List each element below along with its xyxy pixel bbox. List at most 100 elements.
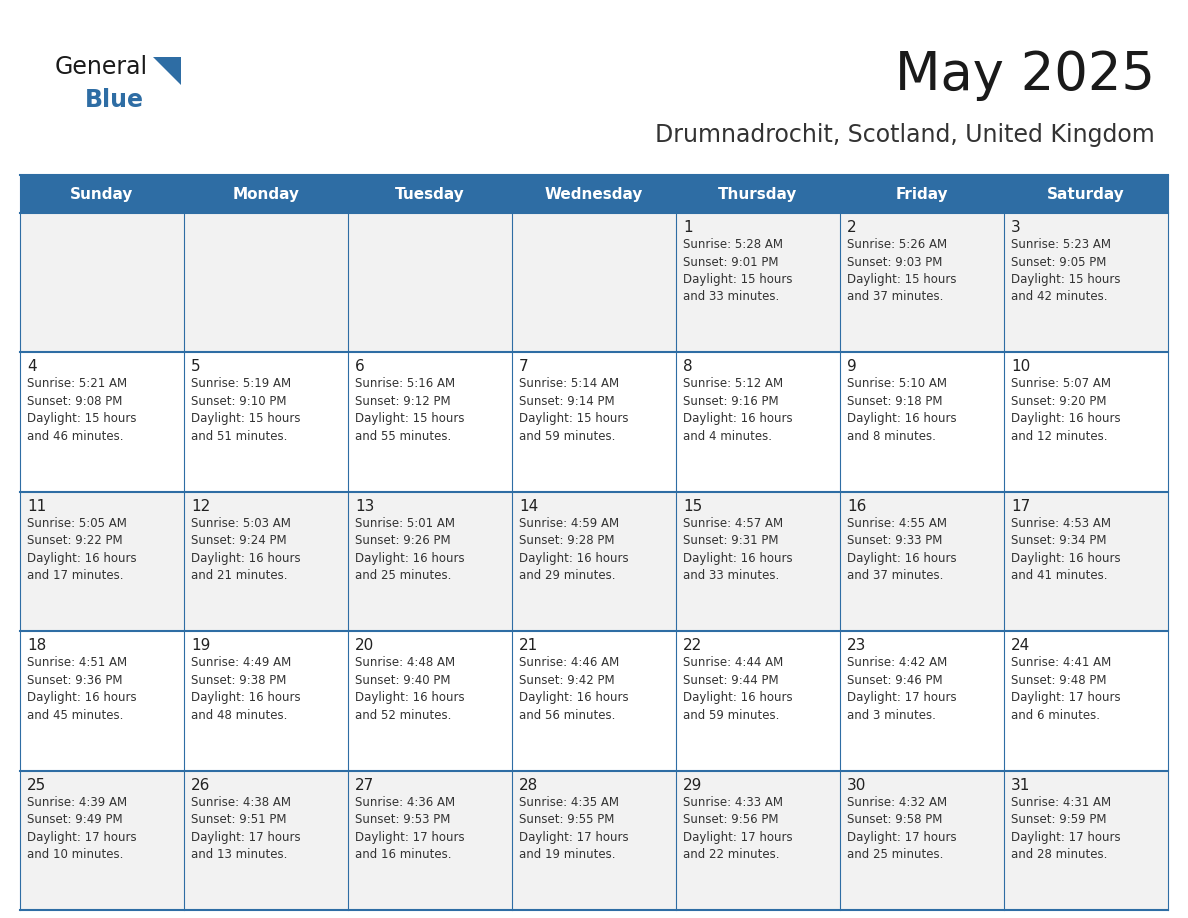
Text: Sunrise: 4:44 AM: Sunrise: 4:44 AM [683,656,783,669]
Polygon shape [153,57,181,85]
Text: 8: 8 [683,360,693,375]
Text: 6: 6 [355,360,365,375]
Text: Sunset: 9:24 PM: Sunset: 9:24 PM [191,534,286,547]
Text: Sunset: 9:28 PM: Sunset: 9:28 PM [519,534,614,547]
Text: General: General [55,55,148,79]
Text: Sunday: Sunday [70,186,134,201]
Text: 15: 15 [683,498,702,514]
Text: 11: 11 [27,498,46,514]
Text: Daylight: 16 hours: Daylight: 16 hours [355,691,465,704]
Text: Sunset: 9:18 PM: Sunset: 9:18 PM [847,395,942,408]
Text: Sunrise: 5:21 AM: Sunrise: 5:21 AM [27,377,127,390]
Text: and 25 minutes.: and 25 minutes. [847,848,943,861]
Text: Daylight: 16 hours: Daylight: 16 hours [847,412,956,425]
Text: Sunset: 9:03 PM: Sunset: 9:03 PM [847,255,942,268]
Text: Daylight: 15 hours: Daylight: 15 hours [27,412,137,425]
Text: Sunrise: 4:57 AM: Sunrise: 4:57 AM [683,517,783,530]
Text: Daylight: 16 hours: Daylight: 16 hours [27,691,137,704]
Text: Sunset: 9:42 PM: Sunset: 9:42 PM [519,674,614,687]
Text: Daylight: 17 hours: Daylight: 17 hours [191,831,301,844]
Text: Sunrise: 5:16 AM: Sunrise: 5:16 AM [355,377,455,390]
Text: and 41 minutes.: and 41 minutes. [1011,569,1107,582]
Text: 29: 29 [683,778,702,792]
Bar [20,175,1168,213]
Text: and 33 minutes.: and 33 minutes. [683,569,779,582]
Text: and 33 minutes.: and 33 minutes. [683,290,779,304]
Text: and 45 minutes.: and 45 minutes. [27,709,124,722]
Text: Daylight: 16 hours: Daylight: 16 hours [847,552,956,565]
Text: Sunset: 9:58 PM: Sunset: 9:58 PM [847,813,942,826]
Text: Sunset: 9:33 PM: Sunset: 9:33 PM [847,534,942,547]
Text: Daylight: 15 hours: Daylight: 15 hours [355,412,465,425]
Text: Sunset: 9:08 PM: Sunset: 9:08 PM [27,395,122,408]
Text: 12: 12 [191,498,210,514]
Text: 24: 24 [1011,638,1030,654]
Text: and 28 minutes.: and 28 minutes. [1011,848,1107,861]
Text: and 8 minutes.: and 8 minutes. [847,430,936,442]
Text: Sunrise: 4:46 AM: Sunrise: 4:46 AM [519,656,619,669]
Text: and 37 minutes.: and 37 minutes. [847,290,943,304]
Text: Sunrise: 4:49 AM: Sunrise: 4:49 AM [191,656,291,669]
Text: 9: 9 [847,360,857,375]
Text: Sunset: 9:56 PM: Sunset: 9:56 PM [683,813,778,826]
Text: and 59 minutes.: and 59 minutes. [519,430,615,442]
Text: Sunset: 9:31 PM: Sunset: 9:31 PM [683,534,778,547]
Text: 21: 21 [519,638,538,654]
Text: Sunset: 9:51 PM: Sunset: 9:51 PM [191,813,286,826]
Text: and 51 minutes.: and 51 minutes. [191,430,287,442]
Text: Daylight: 16 hours: Daylight: 16 hours [191,691,301,704]
Text: and 10 minutes.: and 10 minutes. [27,848,124,861]
Text: Sunset: 9:49 PM: Sunset: 9:49 PM [27,813,122,826]
Bar [20,492,1168,632]
Text: 28: 28 [519,778,538,792]
Text: and 48 minutes.: and 48 minutes. [191,709,287,722]
Text: and 16 minutes.: and 16 minutes. [355,848,451,861]
Text: 25: 25 [27,778,46,792]
Text: 23: 23 [847,638,866,654]
Text: 20: 20 [355,638,374,654]
Text: Sunrise: 5:12 AM: Sunrise: 5:12 AM [683,377,783,390]
Text: Sunrise: 5:07 AM: Sunrise: 5:07 AM [1011,377,1111,390]
Text: Monday: Monday [233,186,299,201]
Text: 30: 30 [847,778,866,792]
Text: Sunrise: 5:28 AM: Sunrise: 5:28 AM [683,238,783,251]
Text: May 2025: May 2025 [895,49,1155,101]
Text: Daylight: 16 hours: Daylight: 16 hours [683,691,792,704]
Text: Sunset: 9:10 PM: Sunset: 9:10 PM [191,395,286,408]
Text: 10: 10 [1011,360,1030,375]
Text: 26: 26 [191,778,210,792]
Text: Sunset: 9:26 PM: Sunset: 9:26 PM [355,534,450,547]
Text: Sunset: 9:55 PM: Sunset: 9:55 PM [519,813,614,826]
Text: Sunset: 9:40 PM: Sunset: 9:40 PM [355,674,450,687]
Text: Sunset: 9:05 PM: Sunset: 9:05 PM [1011,255,1106,268]
Text: 17: 17 [1011,498,1030,514]
Text: and 21 minutes.: and 21 minutes. [191,569,287,582]
Text: 22: 22 [683,638,702,654]
Text: Sunset: 9:22 PM: Sunset: 9:22 PM [27,534,122,547]
Text: 27: 27 [355,778,374,792]
Text: 3: 3 [1011,220,1020,235]
Text: Daylight: 16 hours: Daylight: 16 hours [683,552,792,565]
Text: Sunrise: 4:55 AM: Sunrise: 4:55 AM [847,517,947,530]
Text: Sunset: 9:16 PM: Sunset: 9:16 PM [683,395,778,408]
Text: Daylight: 16 hours: Daylight: 16 hours [1011,412,1120,425]
Text: 14: 14 [519,498,538,514]
Text: Daylight: 17 hours: Daylight: 17 hours [1011,691,1120,704]
Text: Daylight: 17 hours: Daylight: 17 hours [519,831,628,844]
Text: Daylight: 17 hours: Daylight: 17 hours [847,831,956,844]
Text: 18: 18 [27,638,46,654]
Text: Sunrise: 4:32 AM: Sunrise: 4:32 AM [847,796,947,809]
Text: Daylight: 16 hours: Daylight: 16 hours [519,691,628,704]
Text: Sunset: 9:36 PM: Sunset: 9:36 PM [27,674,122,687]
Text: Daylight: 16 hours: Daylight: 16 hours [355,552,465,565]
Text: Daylight: 15 hours: Daylight: 15 hours [683,273,792,286]
Text: Daylight: 16 hours: Daylight: 16 hours [1011,552,1120,565]
Text: Sunrise: 4:38 AM: Sunrise: 4:38 AM [191,796,291,809]
Text: 13: 13 [355,498,374,514]
Text: Sunset: 9:12 PM: Sunset: 9:12 PM [355,395,450,408]
Text: Daylight: 15 hours: Daylight: 15 hours [519,412,628,425]
Text: Daylight: 15 hours: Daylight: 15 hours [847,273,956,286]
Text: Sunset: 9:59 PM: Sunset: 9:59 PM [1011,813,1106,826]
Text: and 12 minutes.: and 12 minutes. [1011,430,1107,442]
Text: 7: 7 [519,360,529,375]
